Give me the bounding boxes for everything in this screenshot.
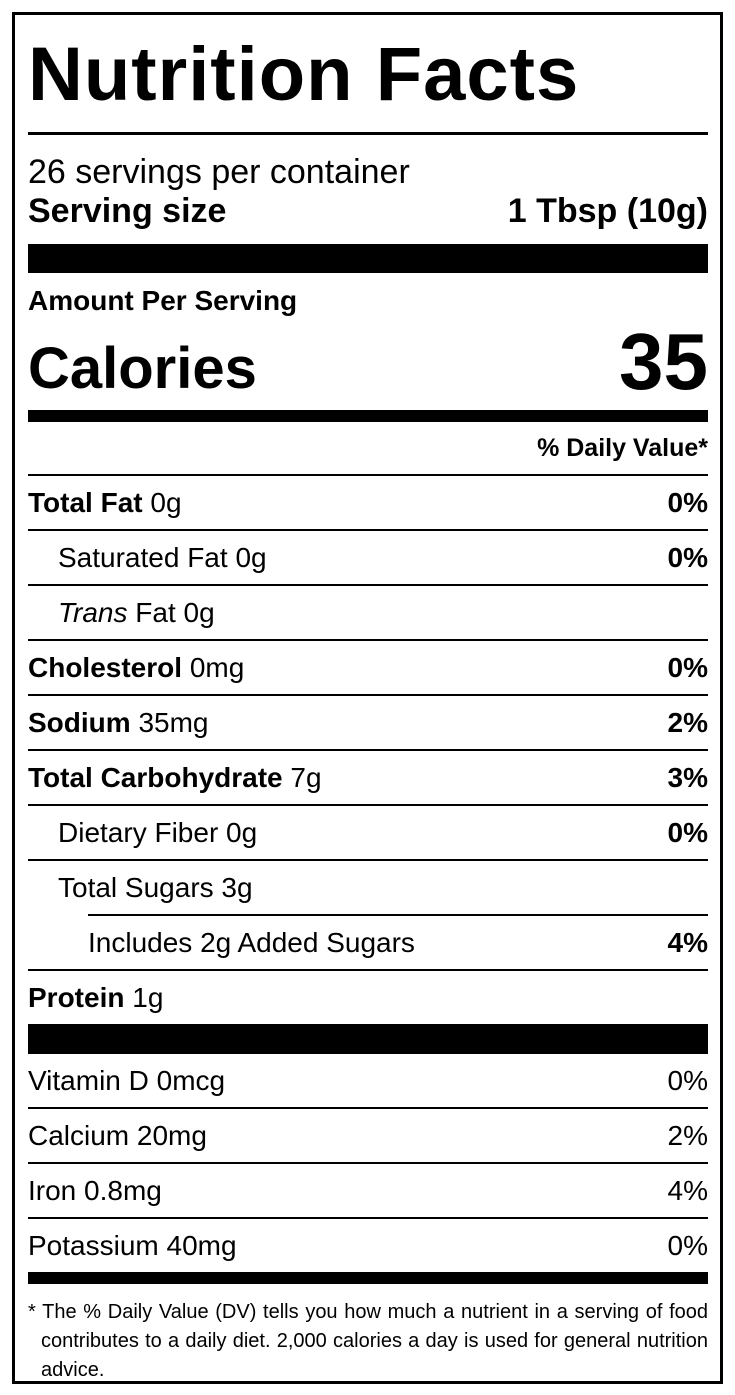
nutrient-name: Total Sugars — [58, 871, 214, 903]
nutrient-row-protein: Protein 1g — [28, 971, 708, 1024]
nutrient-name: Cholesterol — [28, 651, 183, 683]
vitamin-dv: 0% — [667, 1229, 708, 1261]
nutrient-dv: 4% — [667, 926, 708, 958]
nutrient-amount: 7g — [290, 761, 322, 793]
divider — [28, 859, 708, 861]
nutrient-row-trans-fat: Trans Fat 0g — [28, 586, 708, 639]
nutrient-suffix: Fat — [135, 596, 176, 628]
vitamin-row-vitamin-d: Vitamin D 0mcg 0% — [28, 1054, 708, 1107]
nutrient-name: Protein — [28, 981, 125, 1013]
servings-per-container: 26 servings per container — [28, 153, 410, 191]
vitamin-row-iron: Iron 0.8mg 4% — [28, 1164, 708, 1217]
nutrient-name: Total Fat — [28, 486, 143, 518]
serving-size-label: Serving size — [28, 192, 227, 230]
nutrient-amount: 3g — [221, 871, 253, 903]
calories-value: 35 — [619, 317, 708, 406]
thick-divider — [28, 244, 708, 273]
divider — [28, 474, 708, 476]
nutrition-facts-label: Nutrition Facts 26 servings per containe… — [12, 12, 723, 1384]
vitamin-dv: 0% — [667, 1064, 708, 1096]
vitamin-name: Vitamin D 0mcg — [28, 1064, 226, 1096]
nutrient-dv: 0% — [667, 541, 708, 573]
nutrient-name: Includes 2g Added Sugars — [88, 926, 415, 958]
nutrient-dv: 0% — [667, 816, 708, 848]
nutrient-amount: 0g — [226, 816, 258, 848]
nutrient-name: Dietary Fiber — [58, 816, 219, 848]
vitamin-name: Iron 0.8mg — [28, 1174, 162, 1206]
vitamin-dv: 2% — [667, 1119, 708, 1151]
nutrient-amount: 0mg — [189, 651, 245, 683]
medium-divider — [28, 410, 708, 422]
divider — [28, 1162, 708, 1164]
nutrient-name: Total Carbohydrate — [28, 761, 283, 793]
nutrient-row-cholesterol: Cholesterol 0mg 0% — [28, 641, 708, 694]
nutrient-amount: 0g — [183, 596, 215, 628]
nutrient-amount: 1g — [132, 981, 164, 1013]
nutrient-amount: 0g — [235, 541, 267, 573]
nutrient-row-dietary-fiber: Dietary Fiber 0g 0% — [28, 806, 708, 859]
serving-size-row: Serving size 1 Tbsp (10g) — [28, 191, 708, 231]
divider — [88, 914, 708, 916]
nutrient-row-sodium: Sodium 35mg 2% — [28, 696, 708, 749]
nutrient-row-added-sugars: Includes 2g Added Sugars 4% — [28, 916, 708, 969]
calories-row: Calories 35 — [28, 316, 708, 402]
divider — [28, 1217, 708, 1219]
nutrient-amount: 0g — [150, 486, 182, 518]
nutrient-dv: 2% — [667, 706, 708, 738]
nutrient-row-saturated-fat: Saturated Fat 0g 0% — [28, 531, 708, 584]
vitamin-name: Potassium 40mg — [28, 1229, 237, 1261]
daily-value-header: % Daily Value* — [537, 434, 708, 462]
divider — [28, 529, 708, 531]
nutrient-name: Sodium — [28, 706, 131, 738]
nutrient-amount: 35mg — [138, 706, 209, 738]
nutrient-row-total-carbohydrate: Total Carbohydrate 7g 3% — [28, 751, 708, 804]
divider — [28, 804, 708, 806]
footnote: * The % Daily Value (DV) tells you how m… — [28, 1301, 708, 1381]
medium-divider — [28, 1272, 708, 1284]
nutrient-row-total-sugars: Total Sugars 3g — [28, 861, 708, 914]
vitamin-row-calcium: Calcium 20mg 2% — [28, 1109, 708, 1162]
divider — [28, 584, 708, 586]
calories-label: Calories — [28, 336, 257, 401]
nutrient-name: Trans — [58, 596, 128, 628]
label-title: Nutrition Facts — [28, 32, 580, 117]
nutrient-name: Saturated Fat — [58, 541, 228, 573]
divider — [28, 132, 708, 135]
nutrient-dv: 0% — [667, 486, 708, 518]
divider — [28, 749, 708, 751]
thick-divider — [28, 1024, 708, 1054]
divider — [28, 969, 708, 971]
nutrient-dv: 0% — [667, 651, 708, 683]
divider — [28, 639, 708, 641]
vitamin-name: Calcium 20mg — [28, 1119, 207, 1151]
serving-size-value: 1 Tbsp (10g) — [507, 192, 708, 230]
divider — [28, 694, 708, 696]
vitamin-row-potassium: Potassium 40mg 0% — [28, 1219, 708, 1272]
nutrient-row-total-fat: Total Fat 0g 0% — [28, 476, 708, 529]
divider — [28, 1107, 708, 1109]
amount-per-serving: Amount Per Serving — [28, 285, 298, 316]
nutrient-dv: 3% — [667, 761, 708, 793]
vitamin-dv: 4% — [667, 1174, 708, 1206]
